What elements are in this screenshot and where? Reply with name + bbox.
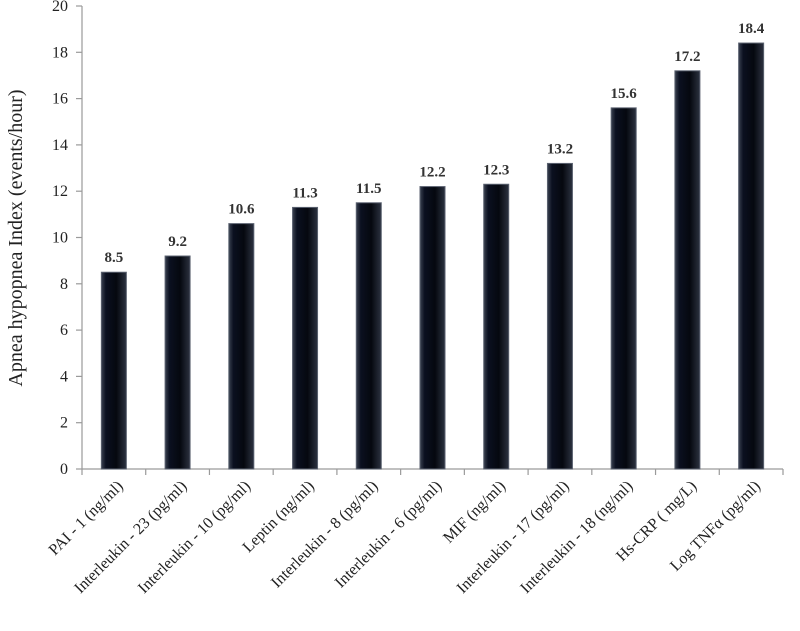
bar-value-label: 8.5 (104, 250, 123, 266)
x-category-label: MIF (ng/ml) (440, 478, 509, 547)
category-labels-group: PAI - 1 (ng/ml)Interleukin - 23 (pg/ml)I… (46, 478, 764, 597)
bar (164, 255, 191, 470)
bar (228, 223, 255, 470)
bar-value-label: 17.2 (674, 49, 700, 65)
y-tick-label: 6 (60, 322, 68, 339)
bar (419, 186, 446, 470)
bar-value-label: 18.4 (738, 21, 765, 37)
x-category-label: Interleukin - 10 (pg/ml) (135, 478, 254, 597)
x-category-label: Interleukin - 8 (pg/ml) (268, 478, 382, 592)
bar (738, 42, 765, 470)
x-category-label: Interleukin - 6 (pg/ml) (332, 478, 446, 592)
y-tick-label: 20 (52, 0, 68, 15)
y-tick-label: 14 (52, 137, 68, 154)
bar-value-label: 12.3 (483, 162, 509, 178)
x-category-label: Interleukin - 17 (pg/ml) (454, 478, 573, 597)
y-tick-label: 4 (60, 368, 68, 385)
bar-value-label: 11.5 (356, 181, 381, 197)
x-category-label: Interleukin - 18 (ng/ml) (517, 478, 636, 597)
y-axis: 0 2 4 6 8 10 12 14 16 18 20 (52, 0, 83, 478)
bar-value-label: 9.2 (168, 234, 187, 250)
bar (355, 202, 382, 470)
y-tick-label: 8 (60, 276, 68, 293)
bar (483, 183, 510, 470)
x-axis (81, 468, 784, 475)
bar (674, 70, 701, 470)
bar-value-label: 15.6 (611, 86, 638, 102)
y-tick-label: 12 (52, 183, 68, 200)
bar-value-label: 13.2 (547, 141, 573, 157)
bar-value-label: 12.2 (419, 165, 445, 181)
bar (100, 271, 127, 470)
y-tick-label: 0 (60, 461, 68, 478)
value-labels-group: 8.5 9.2 10.6 11.3 11.5 12.2 12.3 13.2 15.6 17.2 18… (104, 21, 764, 266)
bar-value-label: 10.6 (228, 202, 255, 218)
x-category-label: Interleukin - 23 (pg/ml) (71, 478, 190, 597)
y-tick-label: 16 (52, 91, 68, 108)
bar (610, 107, 637, 470)
y-tick-label: 18 (52, 44, 68, 61)
y-tick-label: 2 (60, 415, 68, 432)
y-axis-title: Apnea hypopnea Index (events/hour) (5, 89, 27, 386)
bar-value-label: 11.3 (292, 185, 317, 201)
bars-group (100, 42, 765, 470)
bar (292, 206, 319, 470)
y-tick-label: 10 (52, 230, 68, 247)
bar (546, 162, 573, 470)
